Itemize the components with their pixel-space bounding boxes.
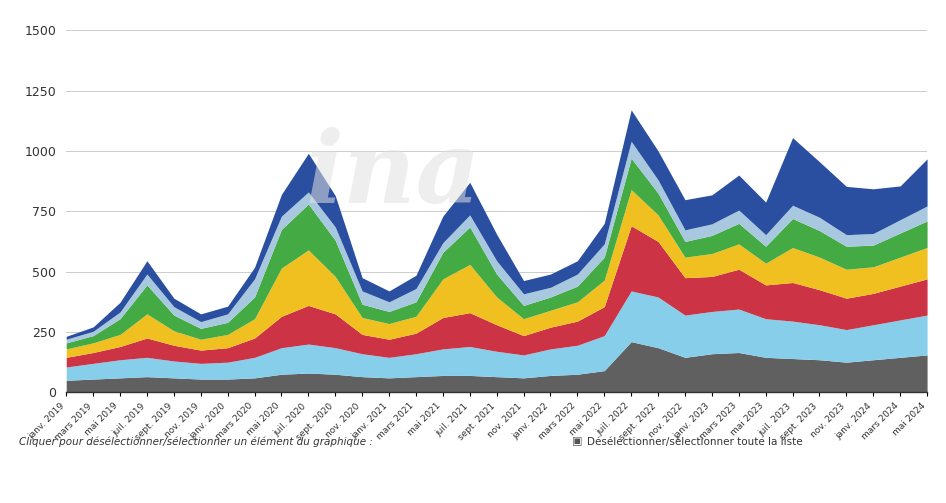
Text: Désélectionner/sélectionner toute la liste: Désélectionner/sélectionner toute la lis… [587, 437, 802, 447]
Text: Cliquer pour désélectionner/sélectionner un élément du graphique :: Cliquer pour désélectionner/sélectionner… [19, 437, 373, 447]
Text: ▣: ▣ [572, 436, 583, 446]
Text: ina: ina [306, 127, 482, 223]
